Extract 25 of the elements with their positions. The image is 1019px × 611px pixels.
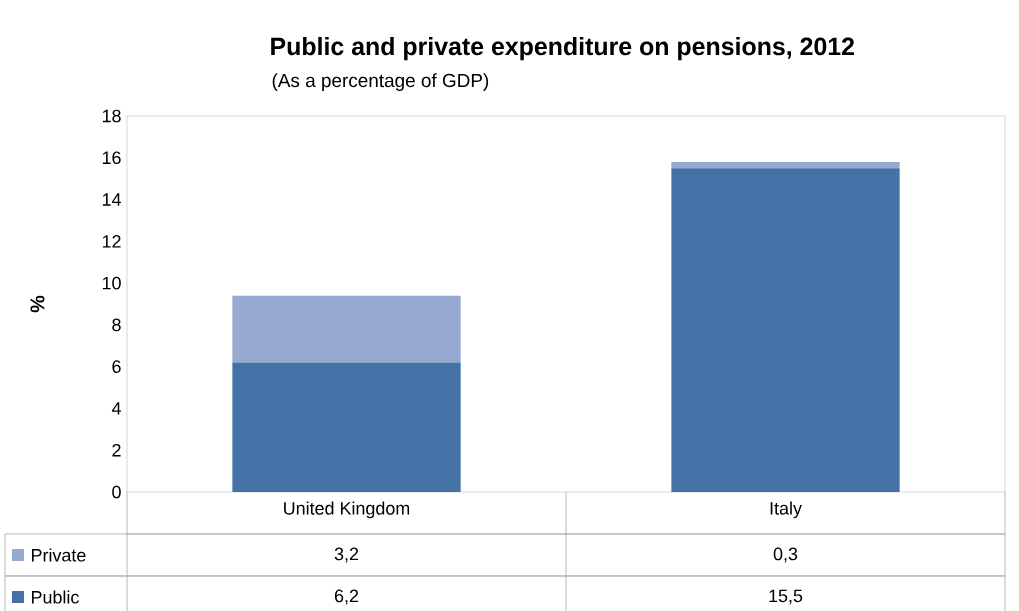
data-label: 6,2 [334, 589, 359, 605]
y-tick-label: 0 [112, 485, 121, 499]
bar [671, 161, 900, 169]
y-axis-title: % [30, 295, 45, 313]
chart-subtitle: (As a percentage of GDP) [272, 73, 489, 91]
chart-title: Public and private expenditure on pensions, 2012 [271, 36, 854, 61]
bar [232, 295, 461, 363]
x-tick-label: United Kingdom [284, 501, 410, 519]
legend-label: Public [32, 590, 79, 604]
data-label: 0,3 [773, 547, 798, 563]
y-tick-label: 18 [102, 109, 121, 123]
y-tick-label: 10 [102, 276, 121, 290]
y-tick-label: 16 [102, 151, 121, 165]
x-tick-label: Italy [770, 501, 802, 519]
y-tick-label: 4 [111, 402, 121, 415]
data-label: 15,5 [769, 589, 803, 605]
bar [671, 168, 900, 492]
bar [232, 362, 461, 492]
y-tick-label: 8 [112, 318, 121, 332]
y-tick-label: 14 [102, 193, 121, 206]
y-tick-label: 2 [112, 443, 121, 457]
y-tick-label: 6 [112, 360, 121, 373]
y-tick-label: 12 [102, 235, 121, 248]
data-label: 3,2 [334, 547, 359, 563]
legend-label: Private [32, 548, 86, 562]
